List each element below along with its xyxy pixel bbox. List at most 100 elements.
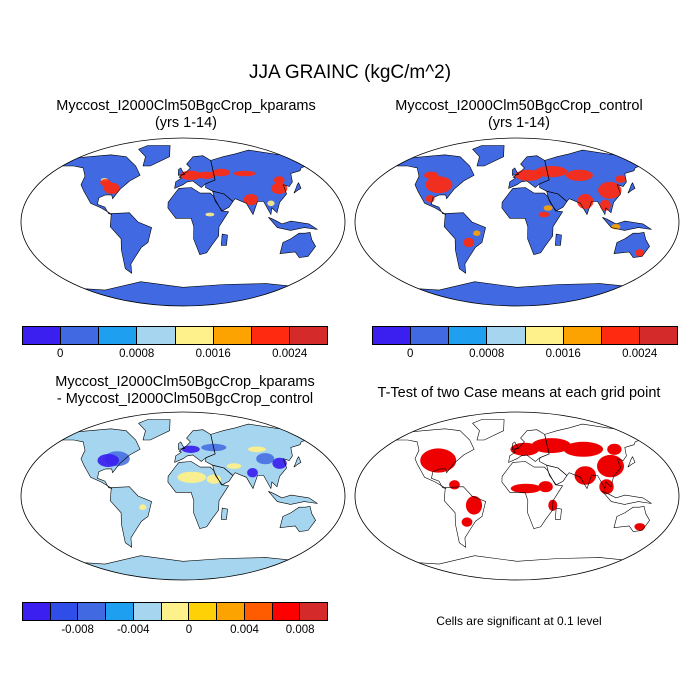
colorbar-tick-label: 0.008 [285, 624, 315, 636]
arabia-coastline [212, 190, 234, 212]
greenland-coastline [138, 145, 171, 167]
greenland-landmass [138, 419, 171, 440]
control-colorbar [372, 326, 678, 345]
colorbar-tick-label: 0.0008 [119, 348, 155, 360]
madagascar-coastline [220, 507, 228, 520]
colorbar-swatch [373, 327, 412, 344]
arabia-landmass [546, 465, 567, 485]
africa-coastline [167, 187, 230, 256]
diff-neg-1 [181, 445, 200, 453]
kparams-hot-4 [212, 168, 231, 177]
colorbar-swatch [137, 327, 176, 344]
diff-neg-0 [97, 454, 120, 467]
australia-landmass [280, 232, 316, 258]
japan-coastline [627, 456, 636, 468]
control-title-line1: Myccost_I2000Clm50BgcCrop_control [395, 98, 643, 114]
diff-title-line1: Myccost_I2000Clm50BgcCrop_kparams [55, 374, 315, 390]
diff-pos-3 [226, 463, 242, 469]
africa-landmass [501, 461, 563, 529]
uk-landmass [178, 441, 185, 450]
madagascar-coastline [554, 507, 562, 520]
diff-title-line2: - Myccost_I2000Clm50BgcCrop_control [56, 391, 314, 407]
madagascar-landmass [221, 508, 228, 520]
kparams-hot-5 [233, 170, 256, 177]
south-america-coastline [109, 486, 152, 548]
colorbar-swatch [213, 327, 252, 344]
colorbar-swatch [272, 603, 301, 620]
colorbar-swatch [411, 327, 450, 344]
control-map [354, 137, 680, 307]
kparams-title-line1: Myccost_I2000Clm50BgcCrop_kparams [56, 98, 316, 114]
south-america-coastline [109, 212, 152, 274]
antarctica-coastline [395, 555, 639, 580]
arabia-coastline [546, 190, 568, 212]
colorbar-tick-label: -0.008 [61, 624, 94, 636]
uk-coastline [177, 167, 185, 176]
control-hot-1 [424, 171, 439, 179]
colorbar-swatch [50, 603, 79, 620]
significance-note: Cells are significant at 0.1 level [436, 614, 602, 628]
africa-coastline [501, 461, 564, 530]
control-mid-0 [473, 230, 481, 236]
ttest-panel-title: T-Test of two Case means at each grid po… [377, 385, 661, 401]
japan-coastline [627, 182, 636, 194]
kparams-hot-1 [100, 179, 111, 187]
colorbar-tick-label: 0.0016 [545, 348, 581, 360]
ttest-significant-14 [607, 443, 622, 455]
indonesia-coastline [268, 491, 318, 505]
arabia-coastline [212, 464, 234, 486]
europe-coastline [174, 155, 216, 189]
uk-coastline [511, 441, 519, 450]
north-america-coastline [62, 428, 141, 489]
colorbar-swatch [449, 327, 488, 344]
colorbar-swatch [300, 603, 328, 620]
north-america-coastline [396, 428, 475, 489]
madagascar-coastline [554, 233, 562, 246]
map-ttest-border [354, 411, 680, 581]
asia-coastline [539, 149, 646, 216]
colorbar-swatch [61, 327, 100, 344]
map-control-border [354, 137, 680, 307]
figure-title: JJA GRAINC (kgC/m^2) [248, 62, 452, 83]
indonesia-landmass [602, 491, 652, 505]
colorbar-tick-label: 0.0016 [195, 348, 231, 360]
japan-coastline [293, 182, 302, 194]
indonesia-coastline [268, 217, 318, 231]
control-hot-8 [577, 194, 594, 209]
kparams-map [20, 137, 346, 307]
madagascar-landmass [555, 508, 562, 520]
antarctica-coastline [61, 281, 305, 306]
colorbar-swatch [217, 603, 245, 620]
control-hot-6 [565, 169, 593, 181]
colorbar-tick-label: 0.0024 [272, 348, 308, 360]
map-ttest-land-layer [395, 419, 652, 580]
madagascar-coastline [220, 233, 228, 246]
south-america-landmass [110, 486, 152, 548]
diff-neg-3 [247, 468, 258, 478]
madagascar-landmass [555, 234, 562, 246]
control-hot-2 [425, 195, 435, 203]
colorbar-swatch [525, 327, 564, 344]
ttest-significant-1 [449, 480, 460, 490]
greenland-landmass [472, 419, 505, 440]
control-hot-11 [600, 199, 611, 211]
control-hot-5 [535, 166, 568, 178]
indonesia-coastline [602, 491, 652, 505]
africa-landmass [501, 187, 563, 255]
colorbar-swatch [189, 603, 218, 620]
antarctica-coastline [61, 555, 305, 580]
diff-map [20, 411, 346, 581]
africa-coastline [167, 461, 230, 530]
map-diff-land-layer [61, 419, 318, 580]
colorbar-swatch [251, 327, 290, 344]
colorbar-swatch [175, 327, 214, 344]
asia-coastline [205, 423, 312, 490]
japan-landmass [627, 182, 635, 194]
diff-panel-title: Myccost_I2000Clm50BgcCrop_kparams - Mycc… [12, 374, 358, 408]
diff-neg-2 [272, 457, 287, 469]
ttest-significant-9 [510, 483, 542, 494]
diff-pos-4 [248, 446, 266, 453]
control-hot-0 [425, 176, 453, 194]
control-hot-10 [538, 211, 550, 218]
colorbar-tick-label: 0.004 [230, 624, 259, 636]
